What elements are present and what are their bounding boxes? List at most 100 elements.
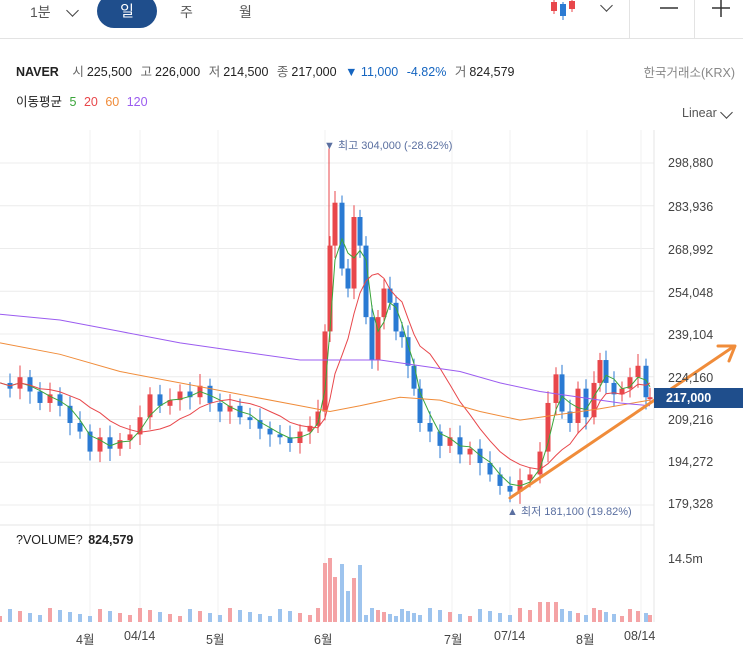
ma-60-line [0,342,651,421]
high-value: 226,000 [155,65,201,79]
volume-bar [352,578,356,622]
candle-body [405,337,411,366]
period-tab-day[interactable]: 일 [97,0,157,28]
candle-body [487,463,493,475]
stock-name: NAVER [16,65,59,79]
ma-120: 120 [126,95,148,109]
volume-bar [604,612,608,622]
volume-bar [340,564,344,622]
volume-bar [258,614,262,622]
candle-body [507,485,513,492]
volume-bar [370,608,374,622]
candle-body [267,428,273,435]
candle-body [97,437,103,452]
open-label: 시 [72,65,84,79]
volume-bar [48,608,52,622]
volume-bar [448,612,452,622]
volume-bar [488,611,492,622]
candle-body [177,391,183,401]
plus-icon[interactable] [710,0,734,24]
candle-body [147,394,153,418]
volume-bar [546,602,550,622]
candle-body [545,402,551,452]
close-value: 217,000 [291,65,337,79]
x-tick-label: 8월 [576,633,595,647]
volume-bar [248,612,252,622]
ma-5: 5 [69,95,77,109]
y-tick-label: 224,160 [668,371,714,385]
candle-body [537,451,543,475]
candle-body [287,437,293,444]
candle-body [322,331,328,412]
volume-bar [18,611,22,622]
y-tick-label: 268,992 [668,243,714,257]
candle-body [399,331,405,338]
current-price-tag: 217,000 [654,388,743,408]
volume-bar [644,613,648,622]
volume-bar [108,611,112,622]
volume-bar [228,608,232,622]
volume-scale: 14.5m [668,552,703,566]
candle-body [375,317,381,361]
low-label: 저 [208,65,221,79]
volume-bar [333,577,337,622]
candle-body [357,217,363,246]
minus-icon[interactable] [658,0,682,24]
volume-bar [208,613,212,622]
volume-bar [412,613,416,622]
candle-body [207,385,213,403]
y-tick-label: 298,880 [668,156,714,170]
volume-title: ?VOLUME? [16,533,83,547]
change-value: ▼ 11,000 [345,65,399,79]
candle-body [627,377,633,389]
candlestick-type-icon[interactable] [548,0,588,28]
volume-bar [88,616,92,622]
period-tab-week[interactable]: 주 [180,4,193,20]
volume-bar [406,611,410,622]
moving-average-label: 이동평균 [16,95,63,109]
divider [694,0,695,38]
volume-bar [612,614,616,622]
volume-bar [528,610,532,622]
volume-bar [138,608,142,622]
volume-bar [636,611,640,622]
candle-body [611,382,617,395]
candle-body [417,388,423,423]
volume-bar [628,609,632,622]
candle-body [559,374,565,412]
candle-body [427,422,433,432]
high-annotation: ▼ 최고 304,000 (-28.62%) [324,140,453,152]
interval-select[interactable]: 1분 [30,0,51,28]
open-value: 225,500 [86,65,133,79]
volume-bar [8,609,12,622]
volume-bar [158,612,162,622]
candle-body [381,288,387,318]
volume-bar [308,615,312,622]
scale-mode-select[interactable]: Linear [682,106,717,120]
low-annotation: ▲ 최저 181,100 (19.82%) [507,506,632,518]
volume-bar [198,611,202,622]
candle-body [603,360,609,383]
candle-body [137,417,143,435]
volume-bar [468,616,472,622]
moving-average-legend[interactable]: 이동평균 5 20 60 120 [16,91,152,110]
ma-5-line [0,237,651,487]
ma-20: 20 [83,95,98,109]
candle-body [87,431,93,452]
candle-body [345,268,351,289]
ma-60: 60 [105,95,120,109]
volume-bar [38,615,42,622]
candle-body [315,411,321,426]
volume-bar [316,608,320,622]
volume-bar [328,558,332,622]
volume-bar [576,613,580,622]
volume-bar [554,602,558,622]
candle-body [247,417,253,421]
period-tab-month[interactable]: 월 [239,4,252,20]
candle-body [591,382,597,418]
volume-bar [148,610,152,622]
candle-body [643,365,649,398]
candle-body [217,402,223,412]
candle-body [437,431,443,446]
